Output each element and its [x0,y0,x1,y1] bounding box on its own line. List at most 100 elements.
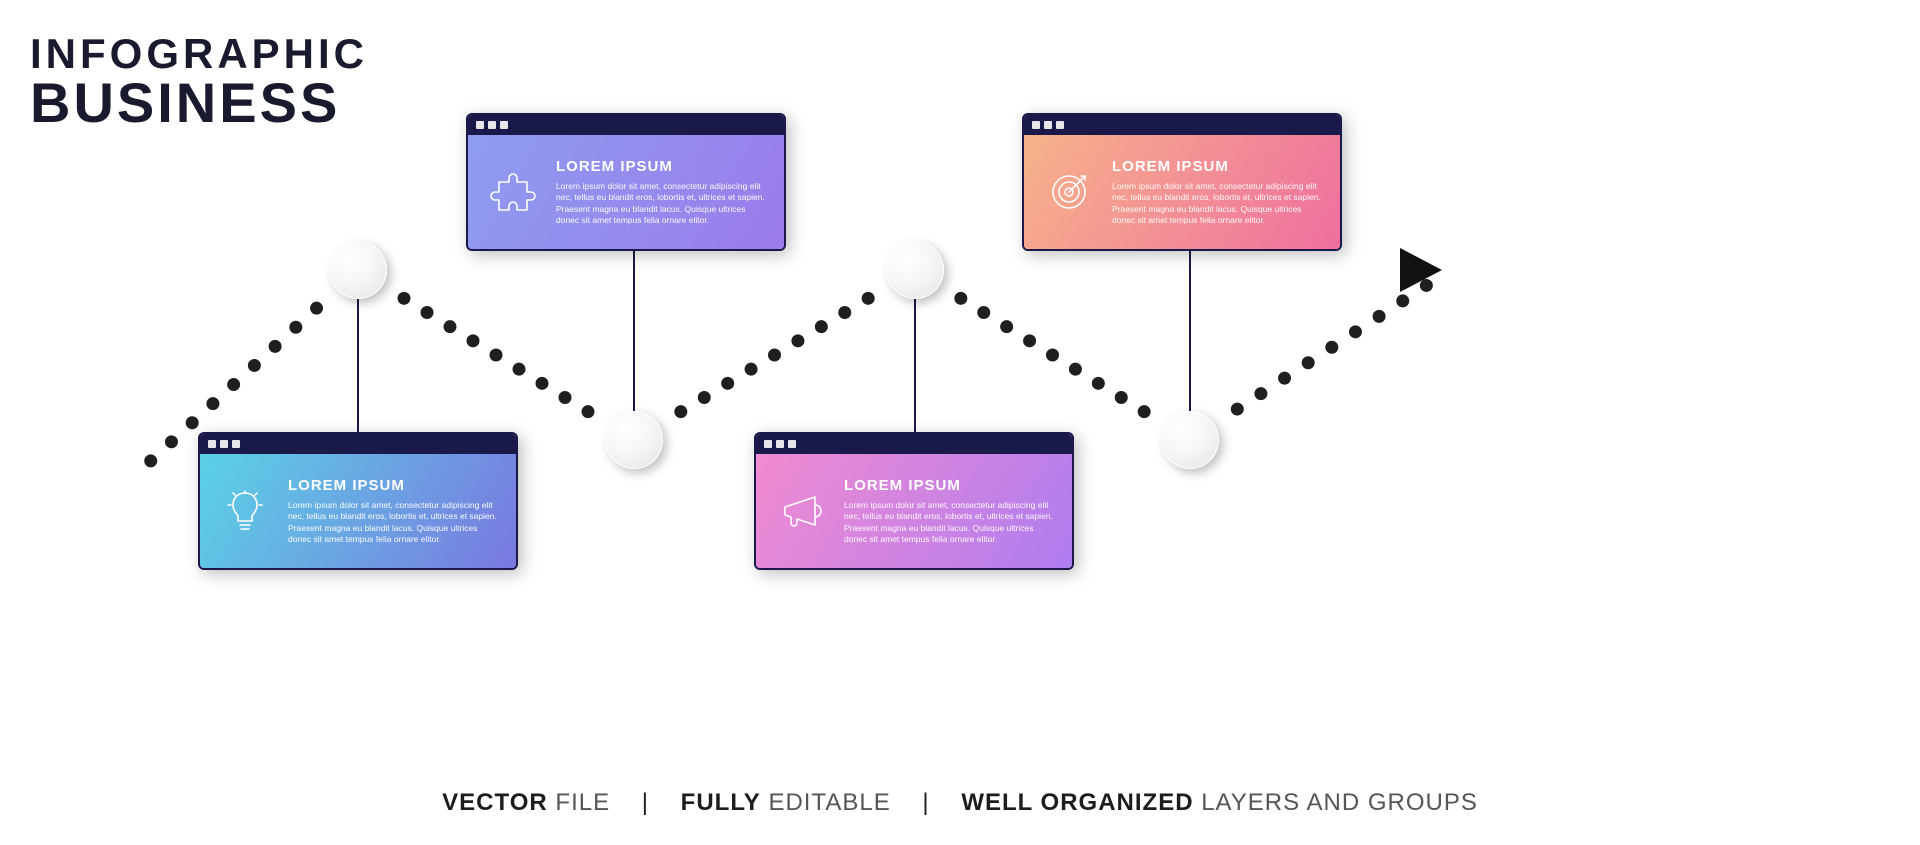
card-body: LOREM IPSUM Lorem ipsum dolor sit amet, c… [756,454,1072,568]
zigzag-dot [1069,363,1082,376]
window-dot-icon [476,121,484,129]
card-description: Lorem ipsum dolor sit amet, consectetur … [556,181,766,227]
card-description: Lorem ipsum dolor sit amet, consectetur … [844,500,1054,546]
zigzag-dot [269,340,282,353]
lightbulb-icon [218,484,272,538]
zigzag-dot [248,359,261,372]
window-dot-icon [1032,121,1040,129]
zigzag-dot [977,306,990,319]
card-body: LOREM IPSUM Lorem ipsum dolor sit amet, c… [1024,135,1340,249]
footer-sep: | [922,789,929,816]
window-dot-icon [488,121,496,129]
window-bar [1024,115,1340,135]
zigzag-dot [1231,403,1244,416]
window-dot-icon [776,440,784,448]
timeline-node [886,241,944,299]
footer-sep: | [642,789,649,816]
card-body: LOREM IPSUM Lorem ipsum dolor sit amet, c… [200,454,516,568]
footer-item-3-bold: WELL ORGANIZED [961,789,1193,816]
info-card: LOREM IPSUM Lorem ipsum dolor sit amet, c… [466,113,786,251]
title-line-2: BUSINESS [30,78,368,128]
card-description: Lorem ipsum dolor sit amet, consectetur … [1112,181,1322,227]
card-heading: LOREM IPSUM [288,477,498,494]
zigzag-dot [186,416,199,429]
zigzag-dot [398,292,411,305]
window-dot-icon [208,440,216,448]
zigzag-dot [721,377,734,390]
window-dot-icon [220,440,228,448]
target-icon [1042,165,1096,219]
zigzag-dot [768,349,781,362]
zigzag-dot [165,435,178,448]
zigzag-dot [1000,320,1013,333]
zigzag-dot [745,363,758,376]
window-dot-icon [232,440,240,448]
timeline-node [329,241,387,299]
card-heading: LOREM IPSUM [556,158,766,175]
zigzag-dot [674,405,687,418]
zigzag-dot [289,321,302,334]
zigzag-dot [815,320,828,333]
zigzag-dot [536,377,549,390]
zigzag-dot [490,349,503,362]
card-heading: LOREM IPSUM [844,477,1054,494]
info-card: LOREM IPSUM Lorem ipsum dolor sit amet, c… [1022,113,1342,251]
window-dot-icon [500,121,508,129]
zigzag-dot [1254,387,1267,400]
footer-item-1-bold: VECTOR [442,789,548,816]
arrow-head-icon [1400,248,1442,292]
zigzag-dot [144,454,157,467]
puzzle-icon [486,165,540,219]
zigzag-dot [467,334,480,347]
zigzag-dot [1092,377,1105,390]
zigzag-dot [698,391,711,404]
zigzag-dot [791,334,804,347]
card-text: LOREM IPSUM Lorem ipsum dolor sit amet, c… [1112,158,1322,227]
card-text: LOREM IPSUM Lorem ipsum dolor sit amet, c… [844,477,1054,546]
footer-item-1-light: FILE [555,789,610,816]
page-title: INFOGRAPHIC BUSINESS [30,30,368,128]
info-card: LOREM IPSUM Lorem ipsum dolor sit amet, c… [198,432,518,570]
window-dot-icon [1056,121,1064,129]
card-body: LOREM IPSUM Lorem ipsum dolor sit amet, c… [468,135,784,249]
footer-item-2-bold: FULLY [681,789,761,816]
window-dot-icon [764,440,772,448]
zigzag-dot [1115,391,1128,404]
footer-item-2-light: EDITABLE [768,789,890,816]
zigzag-dot [513,363,526,376]
card-text: LOREM IPSUM Lorem ipsum dolor sit amet, c… [556,158,766,227]
window-bar [200,434,516,454]
window-dot-icon [1044,121,1052,129]
zigzag-dot [559,391,572,404]
zigzag-dot [582,405,595,418]
footer-item-3-light: LAYERS AND GROUPS [1201,789,1478,816]
timeline-node [1161,411,1219,469]
timeline-node [605,411,663,469]
zigzag-dot [421,306,434,319]
zigzag-dot [310,302,323,315]
zigzag-dot [838,306,851,319]
window-bar [468,115,784,135]
zigzag-dot [862,292,875,305]
zigzag-dot [1325,341,1338,354]
zigzag-dot [1023,334,1036,347]
zigzag-dot [1396,294,1409,307]
zigzag-dot [1373,310,1386,323]
window-dot-icon [788,440,796,448]
zigzag-dot [1046,349,1059,362]
card-heading: LOREM IPSUM [1112,158,1322,175]
zigzag-dot [1302,356,1315,369]
zigzag-dot [444,320,457,333]
megaphone-icon [774,484,828,538]
info-card: LOREM IPSUM Lorem ipsum dolor sit amet, c… [754,432,1074,570]
infographic-canvas: INFOGRAPHIC BUSINESS LOREM IPSUM Lorem ip… [0,0,1920,845]
zigzag-dot [1349,325,1362,338]
zigzag-dot [206,397,219,410]
zigzag-dot [1278,372,1291,385]
footer-tagline: VECTOR FILE | FULLY EDITABLE | WELL ORGA… [0,789,1920,817]
window-bar [756,434,1072,454]
zigzag-dot [227,378,240,391]
zigzag-dot [954,292,967,305]
zigzag-dot [1138,405,1151,418]
card-description: Lorem ipsum dolor sit amet, consectetur … [288,500,498,546]
